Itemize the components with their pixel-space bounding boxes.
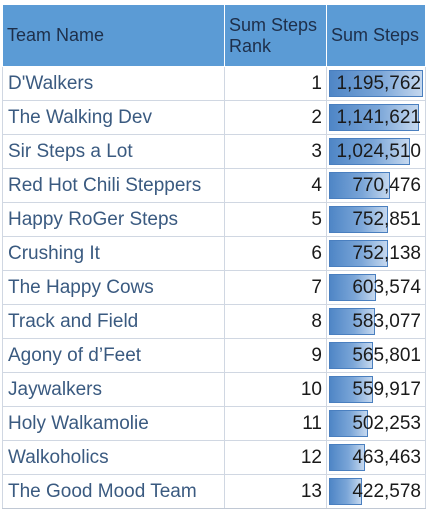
table-row[interactable]: Happy RoGer Steps 5 752,851 xyxy=(2,202,426,237)
rank-cell[interactable]: 11 xyxy=(224,406,327,441)
table-row[interactable]: Crushing It 6 752,138 xyxy=(2,236,426,271)
sum-steps-cell[interactable]: 463,463 xyxy=(326,440,426,475)
sum-steps-cell[interactable]: 752,138 xyxy=(326,236,426,271)
data-bar xyxy=(329,342,373,369)
data-bar xyxy=(329,274,376,301)
data-bar xyxy=(329,410,368,437)
data-bar xyxy=(329,376,373,403)
team-name-cell[interactable]: Happy RoGer Steps xyxy=(2,202,225,237)
team-name-cell[interactable]: Walkoholics xyxy=(2,440,225,475)
sum-steps-cell[interactable]: 422,578 xyxy=(326,474,426,509)
sum-steps-cell[interactable]: 565,801 xyxy=(326,338,426,373)
team-name-cell[interactable]: Crushing It xyxy=(2,236,225,271)
sum-steps-value: 502,253 xyxy=(352,413,421,434)
header-sum-steps-rank[interactable]: Sum Steps Rank xyxy=(224,4,327,67)
table-body: D'Walkers 1 1,195,762 The Walking Dev 2 1,141… xyxy=(2,66,426,509)
rank-cell[interactable]: 12 xyxy=(224,440,327,475)
sum-steps-value: 422,578 xyxy=(352,481,421,502)
rank-cell[interactable]: 9 xyxy=(224,338,327,373)
sum-steps-cell[interactable]: 559,917 xyxy=(326,372,426,407)
rank-cell[interactable]: 1 xyxy=(224,66,327,101)
rank-cell[interactable]: 10 xyxy=(224,372,327,407)
table-row[interactable]: Track and Field 8 583,077 xyxy=(2,304,426,339)
table-row[interactable]: The Happy Cows 7 603,574 xyxy=(2,270,426,305)
sum-steps-cell[interactable]: 583,077 xyxy=(326,304,426,339)
rank-cell[interactable]: 8 xyxy=(224,304,327,339)
data-bar xyxy=(329,308,375,335)
table-row[interactable]: Red Hot Chili Steppers 4 770,476 xyxy=(2,168,426,203)
sum-steps-value: 1,141,621 xyxy=(336,107,421,128)
sum-steps-value: 565,801 xyxy=(352,345,421,366)
sum-steps-cell[interactable]: 1,024,510 xyxy=(326,134,426,169)
data-bar xyxy=(329,138,410,165)
table-row[interactable]: D'Walkers 1 1,195,762 xyxy=(2,66,426,101)
sum-steps-value: 752,851 xyxy=(352,209,421,230)
table-row[interactable]: Holy Walkamolie 11 502,253 xyxy=(2,406,426,441)
sum-steps-value: 603,574 xyxy=(352,277,421,298)
rank-cell[interactable]: 13 xyxy=(224,474,327,509)
team-name-cell[interactable]: The Good Mood Team xyxy=(2,474,225,509)
rank-cell[interactable]: 5 xyxy=(224,202,327,237)
table-row[interactable]: The Good Mood Team 13 422,578 xyxy=(2,474,426,509)
data-bar xyxy=(329,478,362,505)
table-row[interactable]: Jaywalkers 10 559,917 xyxy=(2,372,426,407)
header-sum-steps[interactable]: Sum Steps xyxy=(326,4,426,67)
sum-steps-value: 1,195,762 xyxy=(336,73,421,94)
team-name-cell[interactable]: Red Hot Chili Steppers xyxy=(2,168,225,203)
sum-steps-value: 1,024,510 xyxy=(336,141,421,162)
team-name-cell[interactable]: The Walking Dev xyxy=(2,100,225,135)
team-name-cell[interactable]: D'Walkers xyxy=(2,66,225,101)
data-bar xyxy=(329,206,388,233)
sum-steps-cell[interactable]: 770,476 xyxy=(326,168,426,203)
sum-steps-cell[interactable]: 752,851 xyxy=(326,202,426,237)
rank-cell[interactable]: 4 xyxy=(224,168,327,203)
team-name-cell[interactable]: Holy Walkamolie xyxy=(2,406,225,441)
data-bar xyxy=(329,240,388,267)
sum-steps-value: 752,138 xyxy=(352,243,421,264)
sum-steps-cell[interactable]: 502,253 xyxy=(326,406,426,441)
header-team-name[interactable]: Team Name xyxy=(2,4,225,67)
sum-steps-cell[interactable]: 603,574 xyxy=(326,270,426,305)
team-name-cell[interactable]: Track and Field xyxy=(2,304,225,339)
sum-steps-value: 583,077 xyxy=(352,311,421,332)
team-name-cell[interactable]: Jaywalkers xyxy=(2,372,225,407)
table-row[interactable]: Agony of d’Feet 9 565,801 xyxy=(2,338,426,373)
table-row[interactable]: The Walking Dev 2 1,141,621 xyxy=(2,100,426,135)
rank-cell[interactable]: 7 xyxy=(224,270,327,305)
sum-steps-value: 770,476 xyxy=(352,175,421,196)
rank-cell[interactable]: 3 xyxy=(224,134,327,169)
steps-table: Team Name Sum Steps Rank Sum Steps D'Wal… xyxy=(2,4,426,509)
rank-cell[interactable]: 2 xyxy=(224,100,327,135)
rank-cell[interactable]: 6 xyxy=(224,236,327,271)
team-name-cell[interactable]: Agony of d’Feet xyxy=(2,338,225,373)
data-bar xyxy=(329,104,419,131)
sum-steps-cell[interactable]: 1,141,621 xyxy=(326,100,426,135)
sum-steps-value: 463,463 xyxy=(352,447,421,468)
table-row[interactable]: Walkoholics 12 463,463 xyxy=(2,440,426,475)
data-bar xyxy=(329,70,423,97)
team-name-cell[interactable]: The Happy Cows xyxy=(2,270,225,305)
data-bar xyxy=(329,172,390,199)
sum-steps-value: 559,917 xyxy=(352,379,421,400)
table-row[interactable]: Sir Steps a Lot 3 1,024,510 xyxy=(2,134,426,169)
team-name-cell[interactable]: Sir Steps a Lot xyxy=(2,134,225,169)
sum-steps-cell[interactable]: 1,195,762 xyxy=(326,66,426,101)
header-row: Team Name Sum Steps Rank Sum Steps xyxy=(2,4,426,67)
data-bar xyxy=(329,444,365,471)
